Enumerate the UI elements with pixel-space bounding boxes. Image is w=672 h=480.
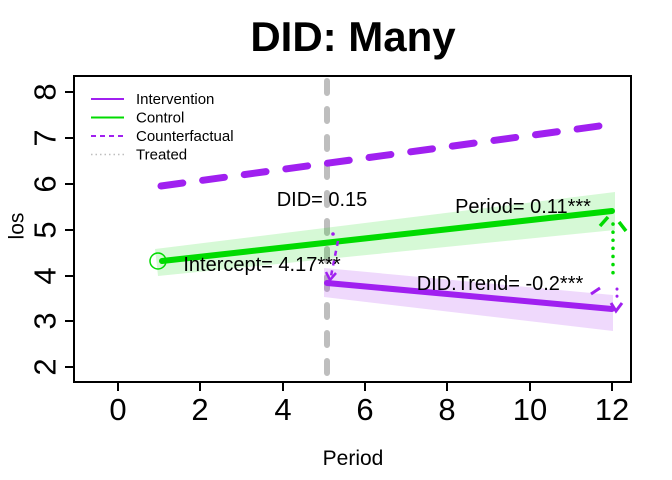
intervention-line [324,280,615,312]
y-tick-label: 2 [28,358,63,375]
counterfactual-line [157,120,618,190]
annotation-did-trend: DID.Trend= -0.2*** [417,273,584,295]
did-gap-arrowhead [324,271,337,283]
x-axis-tick-labels: 0 2 4 6 8 10 12 [109,392,629,427]
x-tick-label: 0 [109,392,126,427]
legend-label-counterfactual: Counterfactual [136,128,234,145]
did-gap-connector [324,232,340,283]
chart-title: DID: Many [250,13,456,60]
y-tick-label: 4 [28,267,63,284]
intervention-gap-tick [590,286,601,296]
y-axis-ticks [65,91,74,368]
y-tick-label: 7 [28,129,63,146]
y-tick-label: 5 [28,221,63,238]
annotation-period: Period= 0.11*** [455,196,591,218]
y-axis-title: los [6,213,29,240]
x-tick-label: 10 [513,392,547,427]
intervention-confidence-band [324,268,613,331]
x-tick-label: 12 [595,392,629,427]
legend-label-control: Control [136,110,184,127]
intervention-gap-arrowhead [609,302,624,314]
legend-label-treated: Treated [136,147,187,164]
annotation-did: DID= 0.15 [277,189,368,211]
x-axis-ticks [117,382,613,391]
x-tick-label: 2 [191,392,208,427]
y-tick-label: 6 [28,175,63,192]
annotation-intercept: Intercept= 4.17*** [183,254,341,276]
control-gap-tick-right [617,220,628,233]
intervention-gap-marker [590,286,624,314]
x-tick-label: 8 [438,392,455,427]
x-tick-label: 4 [274,392,291,427]
y-axis-tick-labels: 8 7 6 5 4 3 2 [28,83,63,375]
control-gap-marker [598,215,628,280]
control-start-marker [149,252,167,270]
control-line [159,208,615,264]
x-axis-title: Period [323,447,384,470]
did-gap-dot [331,232,335,236]
legend-label-intervention: Intervention [136,91,214,108]
y-tick-label: 8 [28,83,63,100]
y-tick-label: 3 [28,312,63,329]
legend: Intervention Control Counterfactual Trea… [91,91,234,164]
control-gap-tick-left [598,215,610,228]
x-tick-label: 6 [356,392,373,427]
